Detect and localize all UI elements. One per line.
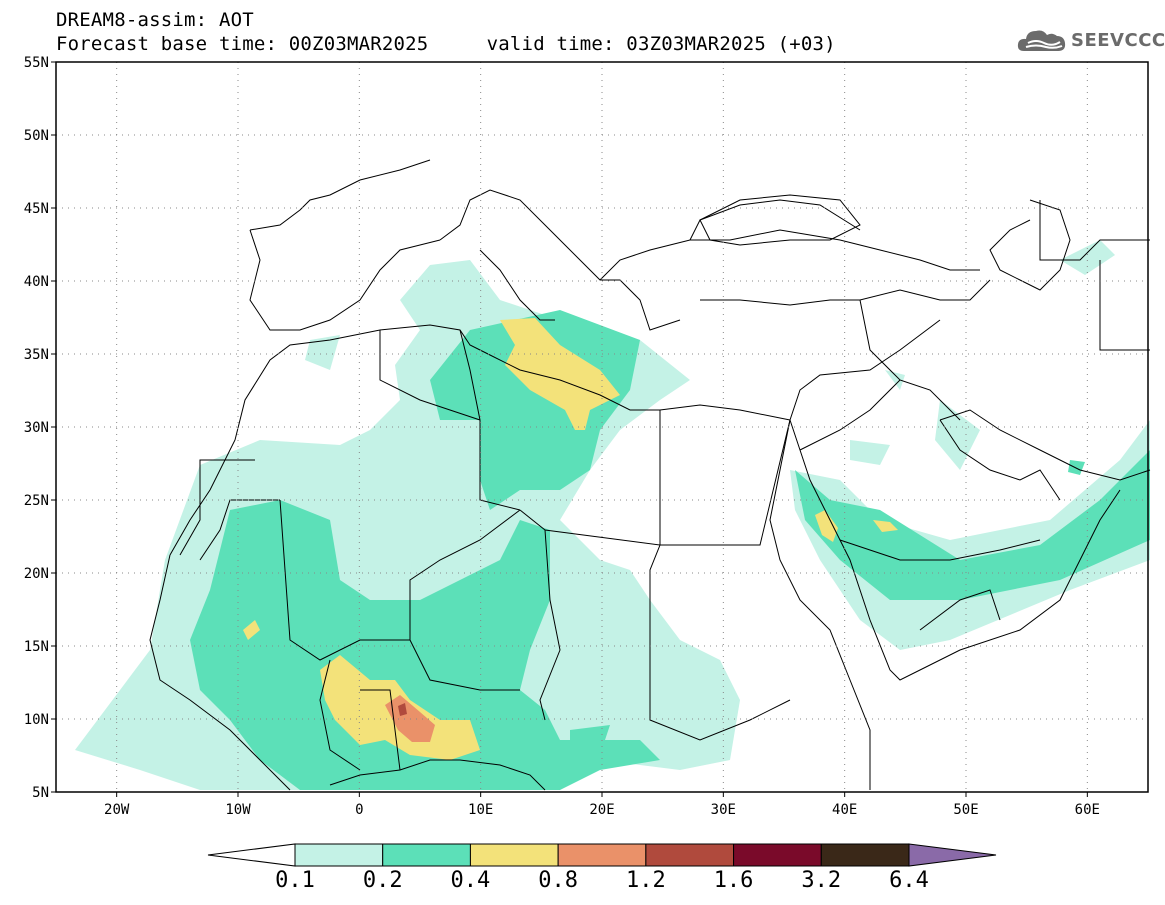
colorbar-level-label: 1.6	[713, 868, 754, 893]
map-subtitle-times: Forecast base time: 00Z03MAR2025 valid t…	[56, 33, 836, 55]
logo-text: SEEVCCC	[1071, 29, 1165, 51]
lon-tick-label: 20W	[104, 802, 130, 818]
lat-tick-label: 5N	[32, 785, 49, 801]
colorbar-min-triangle	[207, 843, 296, 867]
lon-tick-label: 60E	[1075, 802, 1100, 818]
aot-level-1.2	[398, 703, 407, 716]
colorbar-box	[733, 843, 822, 867]
colorbar-level-label: 0.1	[275, 868, 315, 893]
colorbar	[207, 843, 997, 867]
lat-tick-label: 45N	[24, 201, 49, 217]
colorbar-box	[382, 843, 471, 867]
colorbar-box	[557, 843, 647, 867]
colorbar-box	[294, 843, 384, 867]
lat-axis: 55N 50N 45N 40N 35N 30N 25N 20N 15N 10N 5N	[24, 55, 56, 801]
colorbar-level-label: 0.8	[538, 868, 579, 893]
lon-tick-label: 20E	[589, 802, 614, 818]
lat-tick-label: 15N	[24, 639, 49, 655]
lat-tick-label: 40N	[24, 274, 49, 290]
lat-tick-label: 55N	[24, 55, 49, 71]
map-title: DREAM8-assim: AOT	[56, 9, 254, 31]
map-grid	[56, 62, 1148, 792]
lat-tick-label: 50N	[24, 128, 49, 144]
lat-tick-label: 25N	[24, 493, 49, 509]
lon-axis: 20W 10W 0 10E 20E 30E 40E 50E 60E	[104, 792, 1100, 818]
lon-tick-label: 0	[355, 802, 363, 818]
lon-tick-label: 10E	[468, 802, 493, 818]
colorbar-level-label: 6.4	[889, 868, 929, 893]
colorbar-level-label: 1.2	[625, 868, 666, 893]
colorbar-box	[820, 843, 910, 867]
aot-level-0.2	[190, 310, 1150, 790]
cloud-logo-icon	[1017, 30, 1066, 51]
colorbar-box	[645, 843, 735, 867]
lon-tick-label: 50E	[953, 802, 978, 818]
lon-tick-label: 40E	[832, 802, 857, 818]
colorbar-level-label: 3.2	[801, 868, 842, 893]
seevccc-logo: SEEVCCC	[1016, 25, 1165, 55]
aot-shading	[75, 240, 1150, 790]
coastlines-borders	[149, 159, 1151, 791]
lat-tick-label: 10N	[24, 712, 49, 728]
colorbar-box	[469, 843, 559, 867]
lat-tick-label: 35N	[24, 347, 49, 363]
lon-tick-label: 30E	[711, 802, 736, 818]
lat-tick-label: 20N	[24, 566, 49, 582]
colorbar-level-label: 0.2	[362, 868, 403, 893]
lon-tick-label: 10W	[225, 802, 251, 818]
colorbar-max-triangle	[908, 843, 997, 867]
colorbar-level-label: 0.4	[450, 868, 491, 893]
lat-tick-label: 30N	[24, 420, 49, 436]
